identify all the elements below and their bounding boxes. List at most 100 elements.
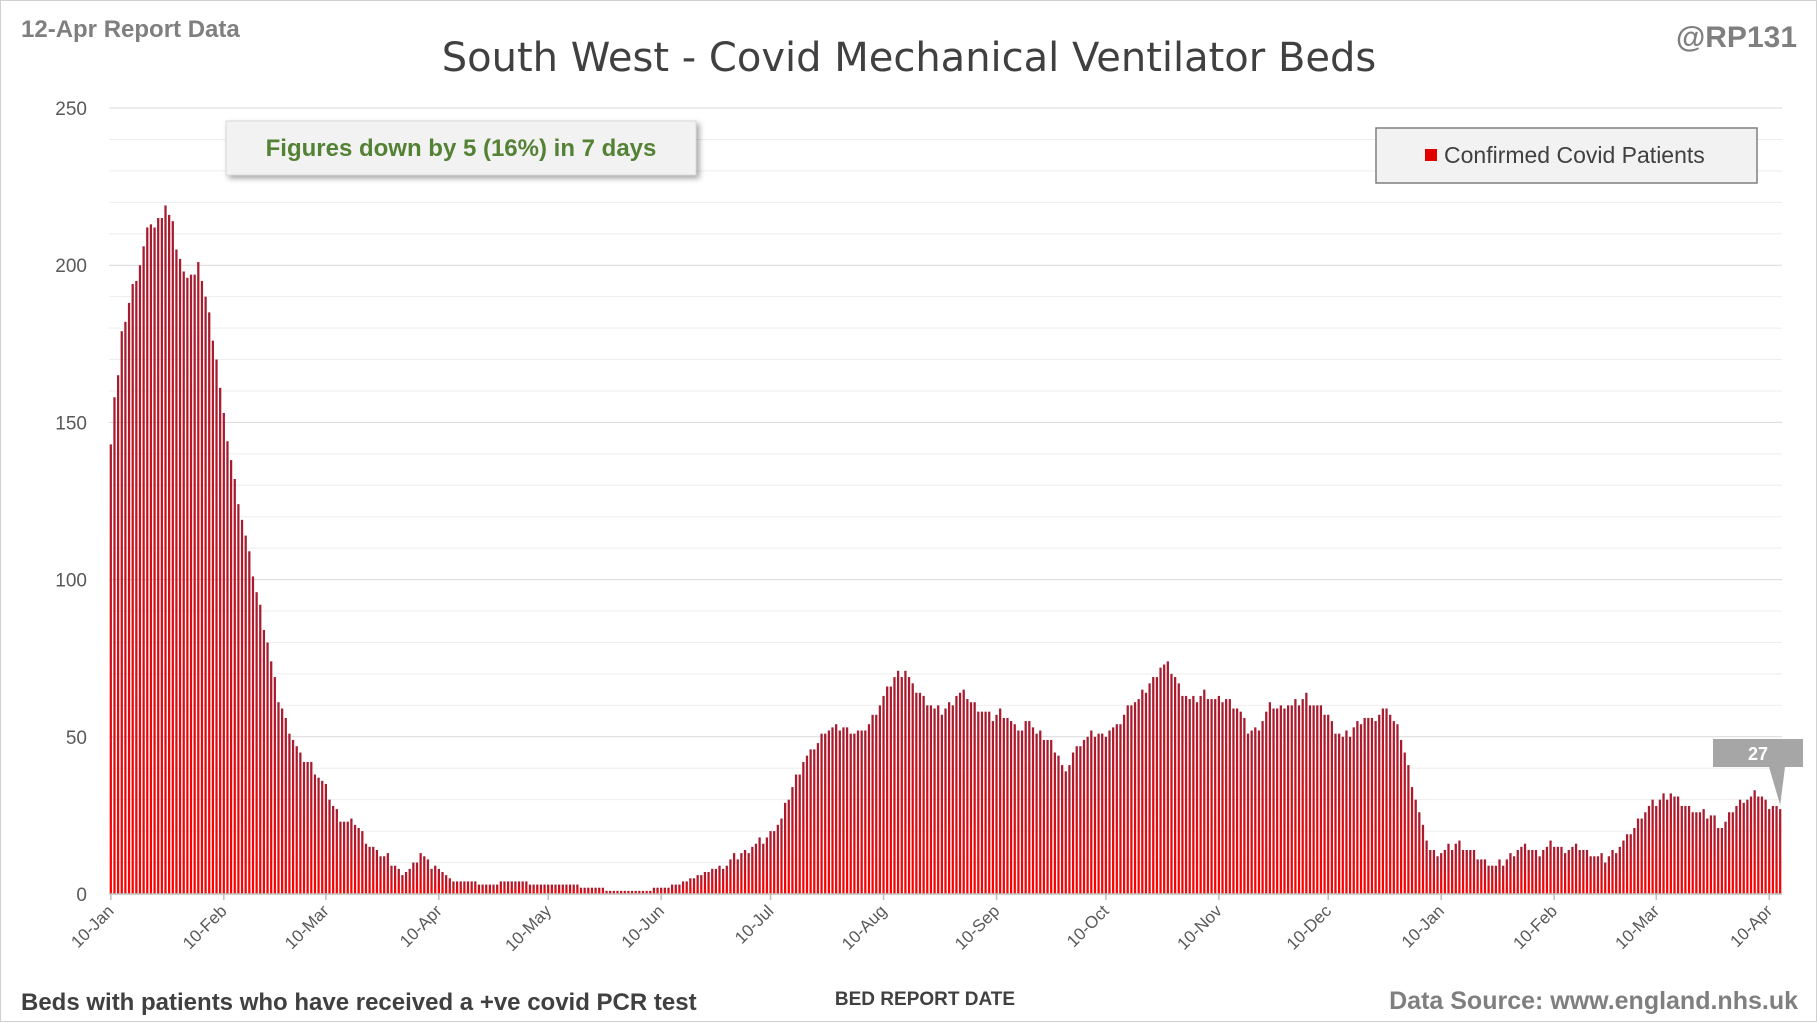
bar [160,218,163,895]
bar [1086,736,1089,894]
bar [824,733,827,894]
bar [240,519,244,894]
bar [1097,733,1100,894]
bar [1057,755,1060,894]
bar-series [109,205,1782,895]
bar [601,887,605,894]
bar [401,875,404,894]
bar [1538,856,1541,894]
bar [623,890,626,894]
bar [1122,714,1126,894]
bar [485,884,488,894]
bar [1261,721,1264,894]
bar [776,824,779,894]
bar [1414,799,1417,894]
bar [590,887,594,894]
bar [277,702,280,894]
bar [1764,799,1767,894]
bar [900,677,903,894]
bar [1600,853,1603,894]
bar [1556,846,1559,894]
bar [1341,736,1344,894]
bar [977,711,980,894]
bar [1184,695,1188,894]
bar [1046,739,1049,894]
bar [1429,849,1432,894]
bar [1706,818,1709,894]
bar [197,262,200,894]
bar [1461,849,1465,894]
bar [794,774,798,894]
bar [539,884,543,894]
bar [969,702,973,894]
bar [663,887,666,894]
bar [1534,849,1538,894]
bar [208,312,211,894]
bar [594,887,597,894]
bar [1090,730,1093,894]
bar [1297,705,1301,894]
callout-pointer [1769,767,1785,806]
bar [1636,818,1640,894]
bar [1760,796,1764,894]
bar [1181,695,1184,894]
bar [1133,702,1137,894]
bar [849,733,852,894]
bar [831,727,834,894]
bar [1687,805,1691,894]
bar [802,761,805,894]
bar [466,881,470,894]
bar [386,853,389,894]
bar [1305,692,1308,894]
bar [1622,840,1625,894]
bar [645,890,648,894]
bar [813,749,816,894]
bar [1469,849,1472,894]
bar [1203,689,1206,894]
bar [940,714,943,894]
bar [845,727,849,894]
bar [1254,727,1257,894]
bar [725,865,728,894]
bar [1509,853,1512,894]
bar [933,708,936,894]
bar [1108,730,1111,894]
bar [419,853,422,894]
bar [1188,699,1191,894]
bar [262,629,266,894]
bar [302,761,306,894]
bar [547,884,550,894]
x-tick-label: 10-Apr [396,901,446,951]
bar [634,890,637,894]
bar [1607,856,1610,894]
bar [754,843,758,894]
bar [1684,805,1687,894]
bar [1312,705,1315,894]
bar [273,677,276,894]
bar [1520,846,1523,894]
bar [1225,699,1228,894]
bar [1553,846,1556,894]
bar [1749,796,1753,894]
bar [306,761,309,894]
data-source: Data Source: www.england.nhs.uk [1389,987,1798,1015]
bar [660,887,663,894]
bar [1017,730,1020,894]
bar [696,875,699,894]
bar [1050,739,1053,894]
last-value-callout: 27 [1713,739,1803,806]
bar [1148,683,1151,894]
bar [251,576,255,894]
bar [1454,843,1457,894]
bar [204,296,207,894]
bar [350,818,353,894]
bar [1432,849,1436,894]
bar [1268,702,1272,894]
bar [1071,752,1075,894]
x-axis-title: BED REPORT DATE [835,989,1015,1010]
bar [638,890,641,894]
bar [510,881,513,894]
bar [718,865,721,894]
bar [598,887,601,894]
